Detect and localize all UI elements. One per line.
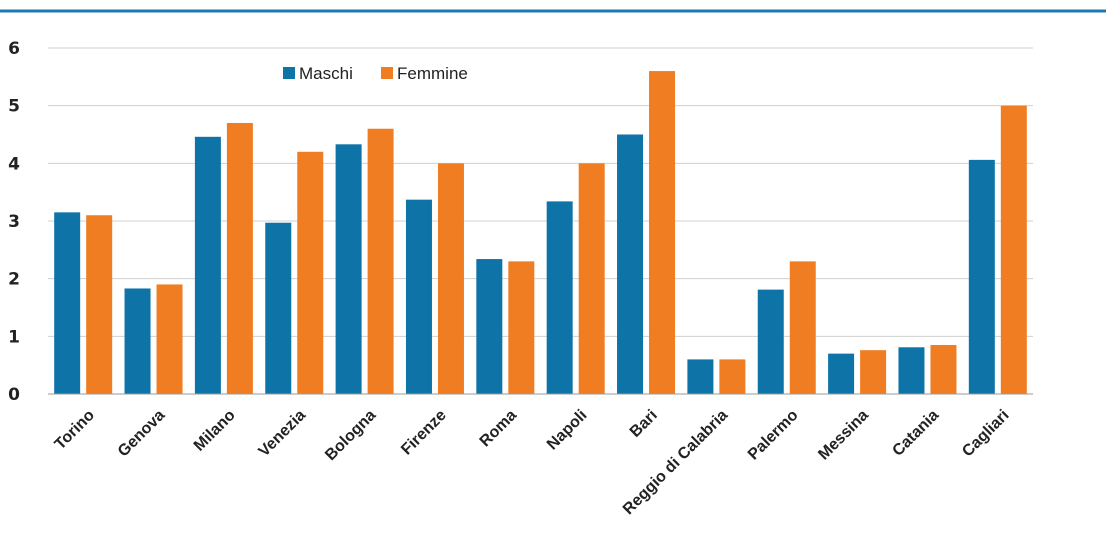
x-tick-label: Genova <box>115 407 169 461</box>
y-tick-label: 0 <box>8 385 20 405</box>
bar-maschi-bologna <box>335 144 362 394</box>
bar-femmine-catania <box>930 344 957 394</box>
bars <box>54 71 1027 395</box>
bar-femmine-venezia <box>297 151 324 394</box>
bar-femmine-cagliari <box>1000 105 1027 395</box>
x-tick-label: Napoli <box>544 407 591 454</box>
x-tick-label: Cagliari <box>959 407 1013 461</box>
bar-maschi-genova <box>124 288 151 394</box>
bar-maschi-torino <box>54 212 81 394</box>
x-tick-label: Firenze <box>398 407 450 459</box>
bar-maschi-catania <box>898 347 925 394</box>
bar-maschi-bari <box>617 134 644 394</box>
bar-femmine-torino <box>86 215 113 394</box>
bar-femmine-firenze <box>437 163 464 394</box>
legend-label-femmine: Femmine <box>397 64 468 83</box>
x-tick-label: Bologna <box>322 407 379 464</box>
bar-femmine-milano <box>226 122 253 394</box>
y-tick-label: 4 <box>8 154 20 174</box>
x-axis-category-labels: Torino Genova Milano Venezia Bologna Firenze R… <box>52 407 1013 519</box>
x-tick-label: Roma <box>477 407 521 451</box>
bar-femmine-reggio-di-calabria <box>719 359 746 394</box>
legend-swatch-femmine <box>381 67 393 79</box>
bar-maschi-milano <box>194 136 221 394</box>
bar-femmine-messina <box>860 350 887 394</box>
bar-maschi-venezia <box>265 222 292 394</box>
y-tick-label: 3 <box>8 212 20 232</box>
bar-femmine-roma <box>508 261 535 394</box>
bar-maschi-napoli <box>546 201 573 394</box>
bar-femmine-napoli <box>578 163 605 394</box>
bar-maschi-cagliari <box>968 159 995 394</box>
x-tick-label: Torino <box>52 407 99 454</box>
bar-femmine-bologna <box>367 128 394 394</box>
x-tick-label: Messina <box>815 407 872 464</box>
bar-femmine-genova <box>156 284 183 394</box>
y-tick-label: 5 <box>8 97 20 117</box>
bar-maschi-messina <box>828 353 855 394</box>
top-rule-line <box>0 9 1106 13</box>
bar-maschi-firenze <box>405 199 432 394</box>
y-axis-tick-labels: 0 1 2 3 4 5 6 <box>8 39 20 405</box>
y-tick-label: 6 <box>8 39 20 59</box>
x-tick-label: Palermo <box>745 407 802 464</box>
legend: Maschi Femmine <box>283 64 468 83</box>
legend-label-maschi: Maschi <box>299 64 353 83</box>
y-tick-label: 2 <box>8 270 20 290</box>
bar-maschi-palermo <box>757 289 784 394</box>
x-tick-label: Bari <box>627 407 661 441</box>
bar-maschi-reggio-di-calabria <box>687 359 714 394</box>
x-tick-label: Venezia <box>256 407 310 461</box>
y-tick-label: 1 <box>8 327 20 347</box>
bar-femmine-bari <box>649 71 676 395</box>
top-rule <box>0 0 1106 13</box>
legend-swatch-maschi <box>283 67 295 79</box>
bar-maschi-roma <box>476 259 503 394</box>
bar-femmine-palermo <box>789 261 816 394</box>
x-tick-label: Catania <box>889 407 942 460</box>
x-tick-label: Milano <box>191 407 239 455</box>
